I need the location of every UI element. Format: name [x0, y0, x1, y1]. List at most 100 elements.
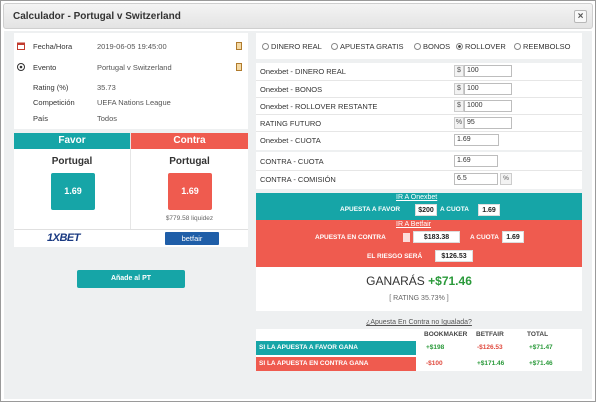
- row-dinero-real: Onexbet - DINERO REAL $ 100: [256, 63, 582, 80]
- contra-column: Contra Portugal 1.69 $779.58 liquidez: [131, 133, 248, 245]
- contra-comision-input[interactable]: 6.5: [454, 173, 498, 185]
- dinero-real-input[interactable]: 100: [464, 65, 512, 77]
- info-row-country: País Todos: [14, 112, 248, 126]
- radio-label: ROLLOVER: [465, 42, 506, 51]
- header-bookmaker: BOOKMAKER: [424, 331, 468, 338]
- info-value: 2019-06-05 19:45:00: [97, 42, 167, 51]
- mode-radio-dinero-real[interactable]: DINERO REAL: [262, 42, 322, 51]
- header-betfair: BETFAIR: [476, 331, 504, 338]
- copy-icon[interactable]: [236, 63, 242, 71]
- modal-body: Fecha/Hora 2019-06-05 19:45:00 Evento Po…: [4, 31, 592, 399]
- field-label: Onexbet - CUOTA: [260, 136, 321, 145]
- goto-onexbet-link[interactable]: IR A Onexbet: [396, 194, 438, 201]
- contra-team: Portugal: [169, 156, 210, 167]
- info-label: Fecha/Hora: [33, 42, 73, 51]
- field-prefix: $: [454, 65, 464, 77]
- rating-futuro-input[interactable]: 95: [464, 117, 512, 129]
- radio-label: REEMBOLSO: [523, 42, 571, 51]
- title-bar: Calculador - Portugal v Switzerland ×: [3, 3, 593, 29]
- info-label: País: [33, 114, 49, 123]
- info-row-date: Fecha/Hora 2019-06-05 19:45:00: [14, 40, 248, 54]
- contra-liquidity: $779.58 liquidez: [165, 215, 214, 222]
- contra-bet-label: APUESTA EN CONTRA: [315, 234, 386, 241]
- risk-label: EL RIESGO SERÁ: [367, 253, 423, 260]
- field-prefix: $: [454, 100, 464, 112]
- contra-odd[interactable]: 1.69: [168, 173, 212, 210]
- row-label: SI LA APUESTA EN CONTRA GANA: [256, 357, 416, 371]
- clipboard-icon[interactable]: [403, 233, 410, 242]
- info-value: 35.73: [97, 83, 116, 92]
- field-label: CONTRA - COMISIÓN: [260, 175, 336, 184]
- favor-team: Portugal: [51, 156, 93, 167]
- row-rating-futuro: RATING FUTURO % 95: [256, 114, 582, 131]
- radio-dot[interactable]: [414, 43, 421, 50]
- cuota-input[interactable]: 1.69: [454, 134, 499, 146]
- info-row-event: Evento Portugal v Switzerland: [14, 61, 248, 75]
- summary-table: BOOKMAKER BETFAIR TOTAL SI LA APUESTA A …: [256, 329, 582, 371]
- radio-dot[interactable]: [331, 43, 338, 50]
- bonos-input[interactable]: 100: [464, 83, 512, 95]
- contra-stake[interactable]: $183.38: [413, 231, 460, 243]
- info-row-rating: Rating (%) 35.73: [14, 81, 248, 95]
- contra-form: CONTRA - CUOTA 1.69 CONTRA - COMISIÓN 6.…: [256, 152, 582, 189]
- favor-cuota[interactable]: 1.69: [478, 204, 500, 216]
- favor-column: Favor Portugal 1.69: [14, 133, 131, 245]
- info-label: Rating (%): [33, 83, 69, 92]
- row-contra-comision: CONTRA - COMISIÓN 6.5 %: [256, 170, 582, 187]
- radio-label: BONOS: [423, 42, 451, 51]
- profit-amount: +$71.46: [428, 274, 472, 288]
- radio-dot[interactable]: [262, 43, 269, 50]
- profit-line: GANARÁS +$71.46: [256, 274, 582, 288]
- radio-dot[interactable]: [514, 43, 521, 50]
- 1xbet-logo[interactable]: 1XBET: [47, 232, 80, 244]
- row-contra-cuota: CONTRA - CUOTA 1.69: [256, 153, 582, 170]
- goto-betfair-link[interactable]: IR A Betfair: [396, 221, 432, 228]
- favor-contra-panel: Favor Portugal 1.69 Contra Portugal 1.69…: [14, 133, 248, 245]
- soccer-ball-icon: [17, 63, 25, 71]
- mode-radio-rollover[interactable]: ROLLOVER: [456, 42, 506, 51]
- copy-icon[interactable]: [236, 42, 242, 50]
- mode-radio-bonos[interactable]: BONOS: [414, 42, 450, 51]
- row-bonos: Onexbet - BONOS $ 100: [256, 80, 582, 97]
- info-label: Evento: [33, 63, 57, 72]
- risk-amount: $126.53: [435, 250, 473, 262]
- cell-bookmaker: -$100: [426, 360, 443, 367]
- field-prefix: $: [454, 83, 464, 95]
- mode-radio-reembolso[interactable]: REEMBOLSO: [514, 42, 571, 51]
- add-to-pt-button[interactable]: Añade al PT: [77, 270, 185, 288]
- info-row-competition: Competición UEFA Nations League: [14, 96, 248, 110]
- mode-selector: DINERO REAL APUESTA GRATIS BONOS ROLLOVE…: [256, 33, 582, 59]
- info-label: Competición: [33, 98, 75, 107]
- rollover-input[interactable]: 1000: [464, 100, 512, 112]
- favor-bet-label: APUESTA A FAVOR: [340, 206, 401, 213]
- radio-dot-selected[interactable]: [456, 43, 463, 50]
- contra-cuota[interactable]: 1.69: [502, 231, 524, 243]
- window-title: Calculador - Portugal v Switzerland: [13, 11, 181, 22]
- field-label: CONTRA - CUOTA: [260, 157, 324, 166]
- field-label: Onexbet - BONOS: [260, 85, 323, 94]
- cell-total: +$71.47: [529, 344, 553, 351]
- contra-cuota-input[interactable]: 1.69: [454, 155, 498, 167]
- favor-odd[interactable]: 1.69: [51, 173, 95, 210]
- field-suffix: %: [500, 173, 512, 185]
- favor-cuota-label: A CUOTA: [440, 206, 469, 213]
- betfair-logo[interactable]: betfair: [165, 232, 219, 245]
- unmatched-bet-link[interactable]: ¿Apuesta En Contra no Igualada?: [366, 319, 472, 326]
- cell-betfair: -$126.53: [477, 344, 503, 351]
- mode-radio-apuesta-gratis[interactable]: APUESTA GRATIS: [331, 42, 404, 51]
- result-panel: GANARÁS +$71.46 [ RATING 35.73% ]: [256, 267, 582, 311]
- result-rating: [ RATING 35.73% ]: [389, 295, 449, 302]
- row-rollover: Onexbet - ROLLOVER RESTANTE $ 1000: [256, 97, 582, 114]
- favor-stake[interactable]: $200: [415, 204, 437, 216]
- favor-bet-block: IR A Onexbet APUESTA A FAVOR $200 A CUOT…: [256, 193, 582, 220]
- cell-total: +$71.46: [529, 360, 553, 367]
- table-row: SI LA APUESTA EN CONTRA GANA -$100 +$171…: [256, 357, 582, 371]
- row-label: SI LA APUESTA A FAVOR GANA: [256, 341, 416, 355]
- calendar-icon: [17, 42, 25, 50]
- table-row: SI LA APUESTA A FAVOR GANA +$198 -$126.5…: [256, 341, 582, 355]
- close-button[interactable]: ×: [574, 10, 587, 23]
- radio-label: APUESTA GRATIS: [340, 42, 404, 51]
- header-total: TOTAL: [527, 331, 549, 338]
- stake-form: Onexbet - DINERO REAL $ 100 Onexbet - BO…: [256, 63, 582, 150]
